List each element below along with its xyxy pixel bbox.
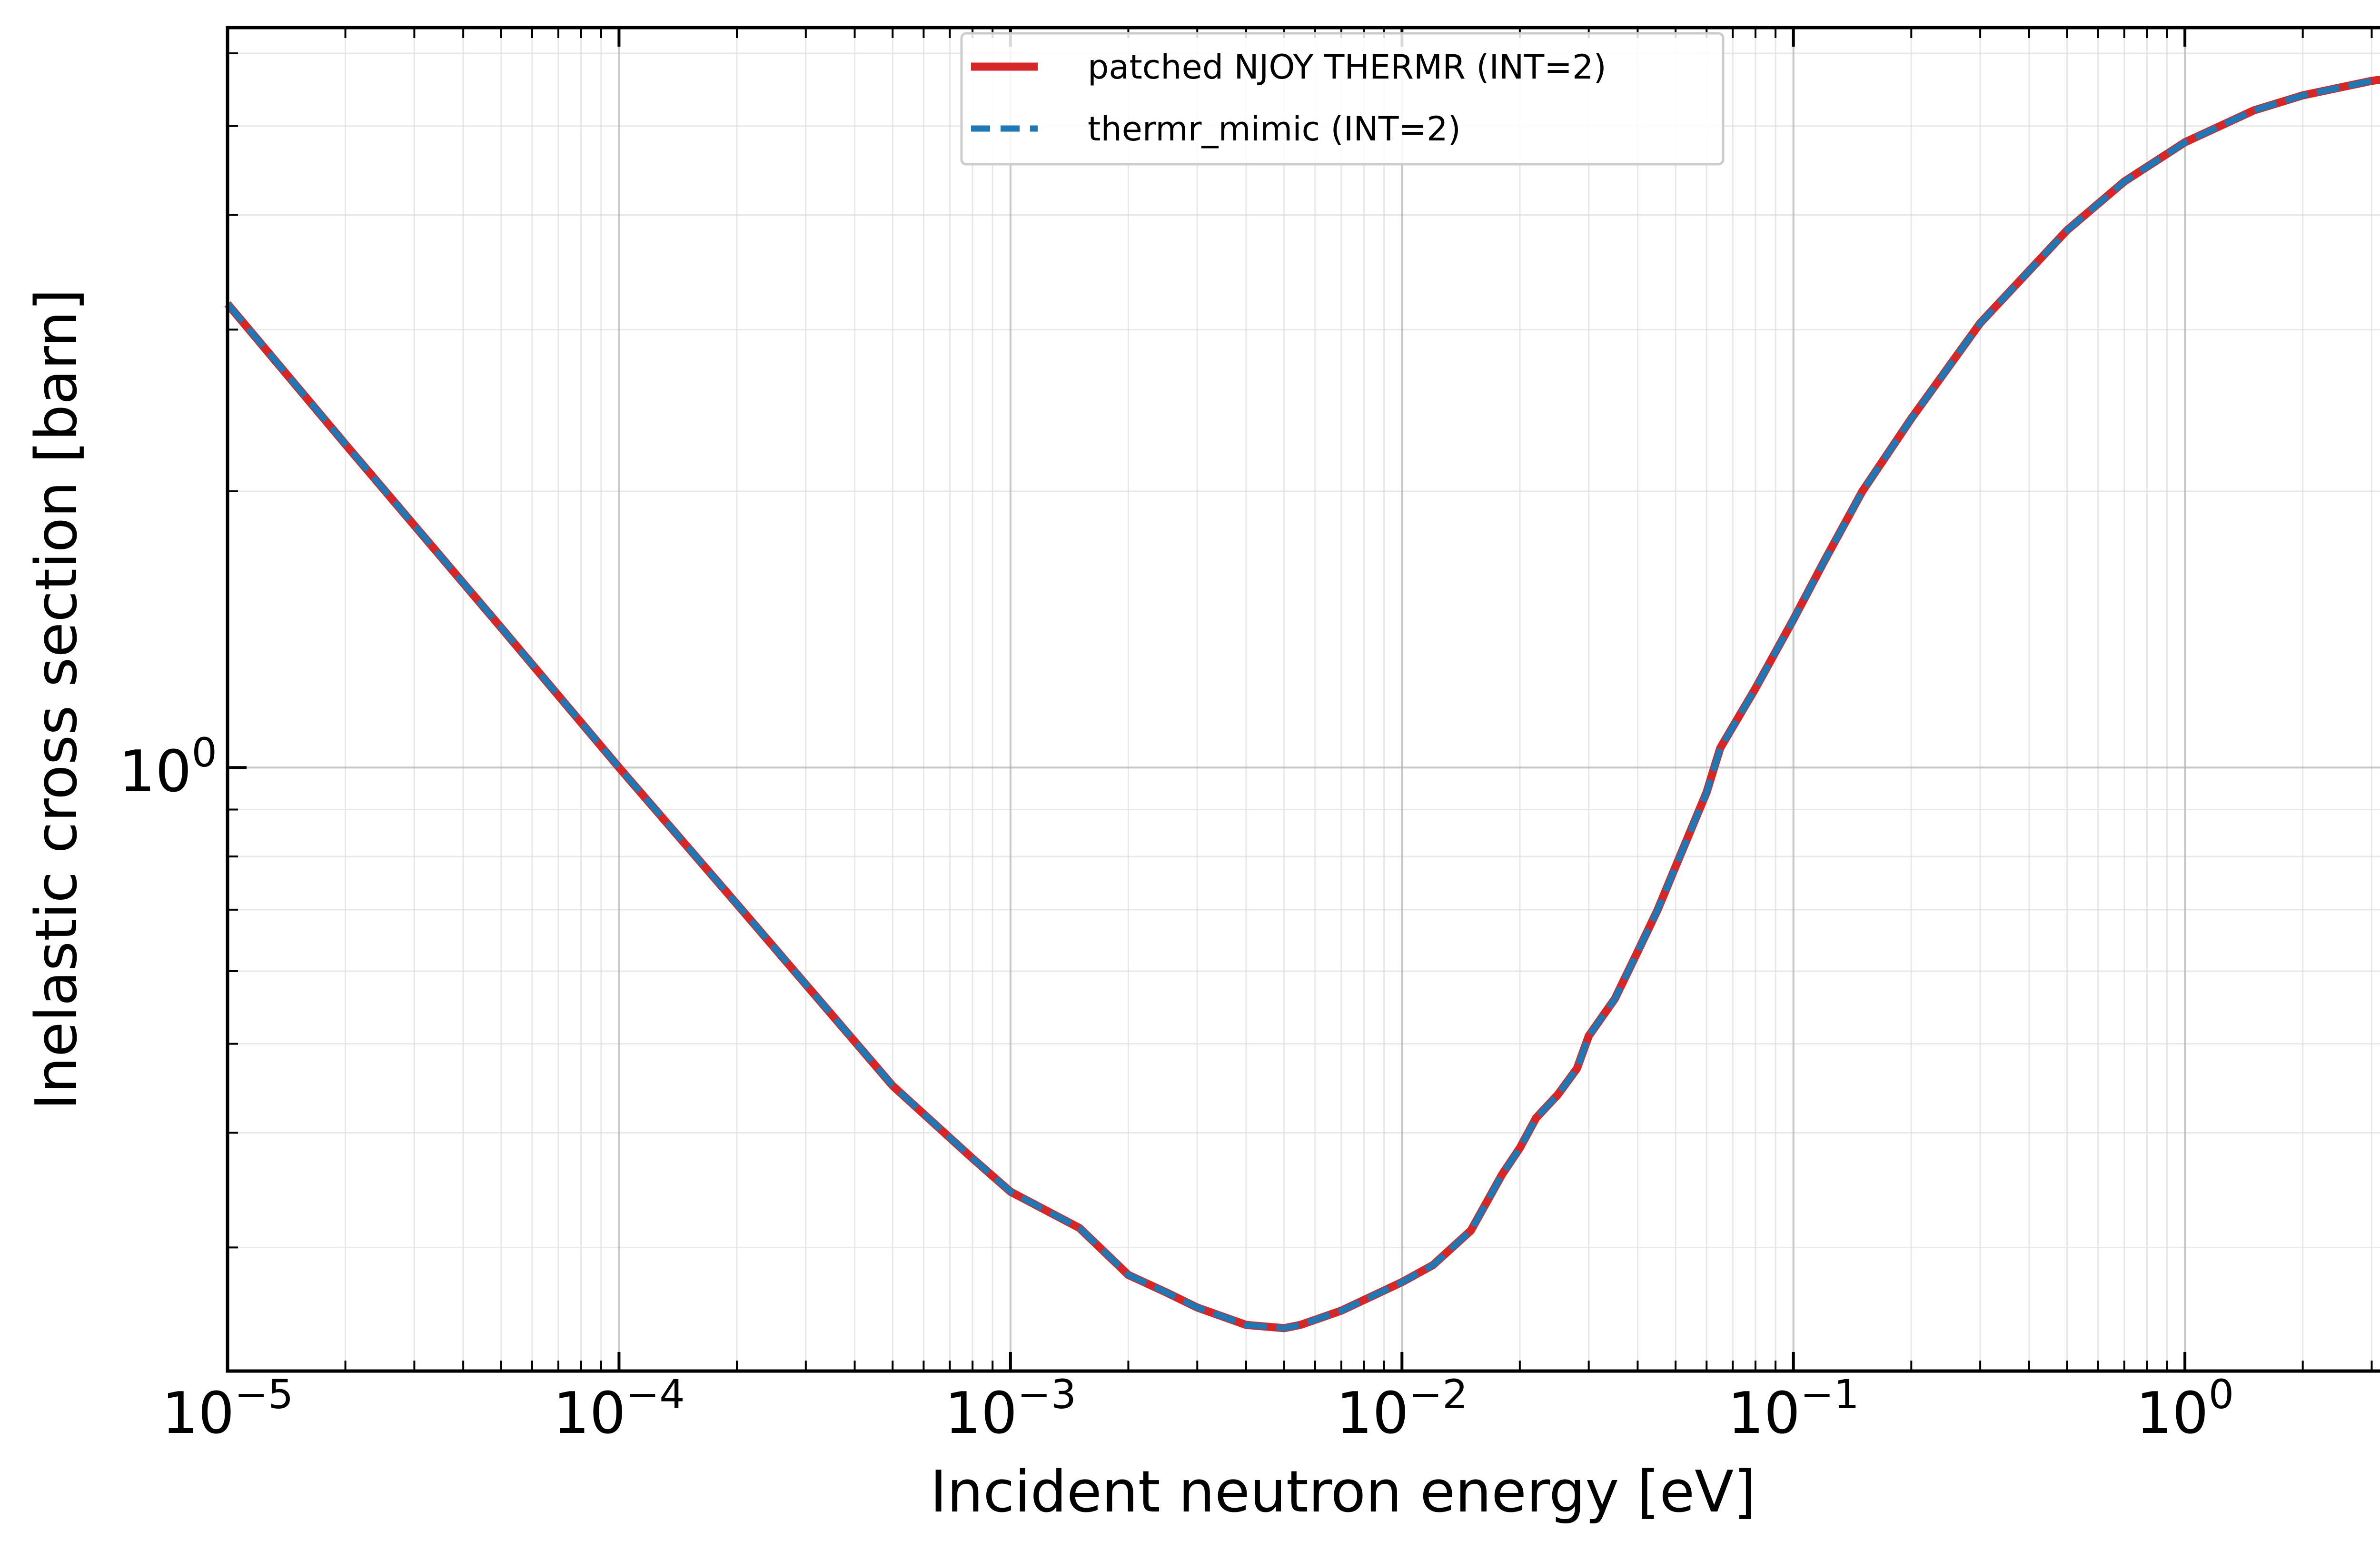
y-axis-label: Inelastic cross section [barn] [24,288,90,1110]
series-layer [224,76,2380,1332]
grid-major [227,28,2380,1371]
y-tick-label: 100 [119,729,217,805]
axis-ticks [226,28,2373,1371]
series-line-mimic [225,77,2380,1332]
x-tick-label: 10−3 [945,1371,1077,1447]
x-tick-label: 10−4 [553,1371,685,1447]
legend-label-njoy: patched NJOY THERMR (INT=2) [1088,48,1606,87]
legend-box [960,32,1725,166]
plot-frame [226,26,2380,1373]
x-tick-label: 10−1 [1727,1371,1859,1447]
grid-minor [228,28,2380,1371]
x-tick-label: 100 [2136,1371,2234,1447]
x-tick-label: 10−2 [1336,1371,1468,1447]
x-tick-label: 10−5 [162,1371,294,1447]
tick-labels: 10−5 10−4 10−3 10−2 10−1 100 100 [119,729,2234,1447]
x-axis-label: Incident neutron energy [eV] [930,1459,1756,1525]
legend-label-mimic: thermr_mimic (INT=2) [1088,109,1461,149]
legend: patched NJOY THERMR (INT=2) thermr_mimic… [960,32,1725,166]
